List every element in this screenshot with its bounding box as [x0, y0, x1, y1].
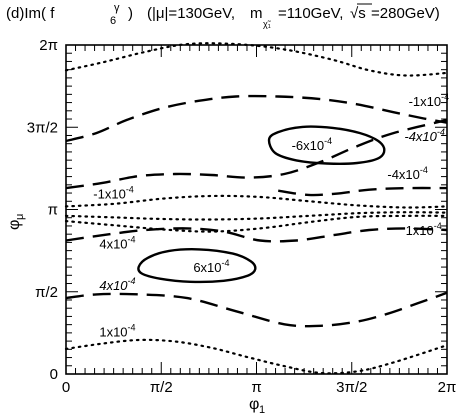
x-tick-label: 0	[62, 379, 70, 396]
x-tick-label: 2π	[438, 379, 457, 396]
contour-pos4e-4-upper	[65, 227, 448, 243]
x-tick-labels: 0 π/2 π 3π/2 2π	[62, 379, 457, 396]
contour-neg4e-4-upper	[65, 118, 448, 190]
title-close-paren: )	[128, 5, 133, 22]
major-ticks	[66, 45, 447, 374]
y-axis-subscript: μ	[14, 214, 26, 220]
title-panel-prefix: (d)Im( f	[6, 5, 55, 22]
contour-label-lbl-pos1e-4-mid: 1x10-4	[406, 221, 442, 238]
contour-neg1e-4-mid-a	[64, 194, 449, 209]
title-s-value: =280GeV)	[371, 5, 440, 22]
contour-label-lbl-neg4e-4-upper: -4x10-4	[404, 127, 445, 144]
title-subscript: 6	[110, 15, 116, 27]
y-tick-label: 2π	[39, 37, 58, 54]
y-tick-label: 3π/2	[27, 119, 58, 136]
y-tick-label: π	[48, 202, 58, 219]
x-tick-label: 3π/2	[336, 379, 367, 396]
contour-neg1e-4-top	[64, 42, 449, 77]
x-axis-label: φ 1	[249, 396, 265, 416]
x-tick-label: π	[251, 379, 261, 396]
x-tick-label: π/2	[150, 379, 173, 396]
title-superscript: γ	[114, 2, 120, 14]
x-axis-symbol: φ	[249, 396, 259, 413]
y-tick-label: π/2	[35, 284, 58, 301]
contour-neg4e-4-right	[278, 186, 448, 197]
chart-title: (d)Im( f γ 6 ) (|μ|=130GeV, m χ̃₁ =110Ge…	[6, 2, 440, 29]
contour-label-lbl-neg1e-4-top: -1x10-4	[409, 92, 450, 109]
contour-lines	[64, 42, 449, 375]
contour-neg1e-4-upper	[65, 94, 448, 143]
contour-label-lbl-pos1e-4-lower: 1x10-4	[99, 322, 135, 339]
y-axis-label: φ μ	[6, 214, 26, 230]
title-sqrt-s: √s	[350, 5, 366, 22]
title-m-subscript: χ̃₁	[263, 19, 272, 29]
y-tick-labels: 0 π/2 π 3π/2 2π	[27, 37, 58, 383]
contour-label-lbl-neg4e-4-right: -4x10-4	[387, 165, 428, 182]
contour-neg6e-4	[267, 125, 386, 165]
contour-pos6e-4	[137, 248, 257, 284]
title-m-value: =110GeV,	[278, 5, 343, 22]
y-axis-symbol: φ	[6, 220, 23, 230]
contour-pos1e-4-mid	[64, 214, 449, 233]
contour-label-lbl-pos6e-4: 6x10-4	[193, 258, 229, 275]
y-tick-label: 0	[50, 366, 58, 383]
contour-pos1e-4-lower	[64, 338, 449, 375]
title-mu-param: (|μ|=130GeV,	[147, 5, 235, 22]
contour-labels: -1x10-4 -4x10-4 -6x10-4 -4x10-4 -1x10-4 1x10-…	[93, 92, 449, 339]
contour-pos4e-4-lower	[65, 291, 448, 328]
contour-label-lbl-neg6e-4: -6x10-4	[292, 136, 333, 153]
contour-label-lbl-pos4e-4-lower: 4x10-4	[99, 276, 135, 293]
x-axis-subscript: 1	[259, 404, 265, 416]
title-m-symbol: m	[250, 5, 263, 22]
contour-neg1e-4-mid-b	[64, 211, 449, 221]
contour-label-lbl-pos4e-4-upper: 4x10-4	[99, 234, 135, 251]
contour-label-lbl-neg1e-4-mid: -1x10-4	[93, 185, 134, 202]
